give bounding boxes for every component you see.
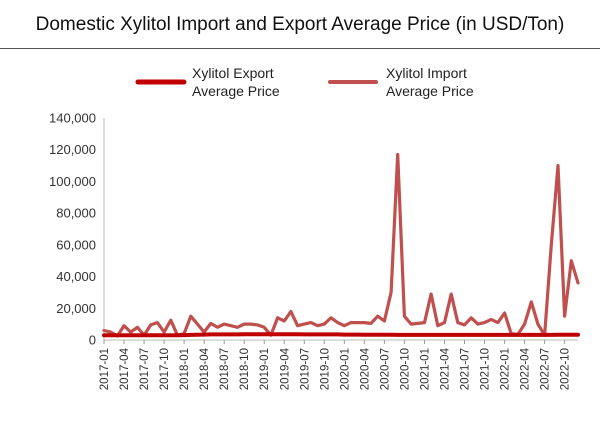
x-tick-label: 2019-10 xyxy=(319,348,331,390)
y-tick-label: 120,000 xyxy=(49,142,96,157)
x-tick-label: 2021-04 xyxy=(439,347,451,390)
series-line-export xyxy=(102,332,580,338)
title-divider xyxy=(0,48,600,49)
x-tick-label: 2022-07 xyxy=(540,348,552,390)
x-tick-label: 2018-07 xyxy=(219,348,231,390)
legend-label: Xylitol Export Average Price xyxy=(192,65,280,99)
x-tick-label: 2020-01 xyxy=(339,348,351,390)
y-tick-label: 140,000 xyxy=(49,111,96,126)
y-tick-label: 40,000 xyxy=(56,269,96,284)
series-line-import xyxy=(102,152,580,338)
x-tick-label: 2020-04 xyxy=(359,347,371,390)
y-tick-label: 100,000 xyxy=(49,174,96,189)
y-tick-label: 60,000 xyxy=(56,237,96,252)
x-tick-label: 2018-10 xyxy=(239,348,251,390)
chart-legend: Xylitol Export Average Price Xylitol Impor… xyxy=(135,65,474,99)
x-tick-label: 2019-04 xyxy=(279,347,291,390)
y-axis: 0 20,000 40,000 60,000 80,000 100,000 120,000 1… xyxy=(49,111,105,348)
x-tick-label: 2018-01 xyxy=(179,348,191,390)
legend-item-export: Xylitol Export Average Price xyxy=(135,65,280,99)
y-tick-label: 80,000 xyxy=(56,206,96,221)
x-tick-label: 2018-04 xyxy=(199,347,211,390)
page-title: Domestic Xylitol Import and Export Avera… xyxy=(35,14,565,35)
legend-label: Xylitol Import Average Price xyxy=(386,65,474,99)
x-tick-label: 2017-04 xyxy=(119,347,131,390)
y-tick-label: 20,000 xyxy=(56,301,96,316)
x-tick-label: 2019-07 xyxy=(299,348,311,390)
x-tick-label: 2022-01 xyxy=(500,348,512,390)
plot-area xyxy=(102,152,580,338)
x-tick-label: 2020-10 xyxy=(399,348,411,390)
x-tick-label: 2022-04 xyxy=(520,347,532,390)
x-tick-label: 2021-01 xyxy=(419,348,431,390)
x-tick-label: 2021-10 xyxy=(480,348,492,390)
x-tick-label: 2017-07 xyxy=(139,348,151,390)
x-axis: 2017-01 2017-04 2017-07 2017-10 2018-01 2018-… xyxy=(99,339,578,390)
legend-item-import: Xylitol Import Average Price xyxy=(328,65,474,99)
y-tick-label: 0 xyxy=(89,333,96,348)
x-tick-label: 2017-10 xyxy=(159,348,171,390)
x-tick-label: 2020-07 xyxy=(379,348,391,390)
x-tick-label: 2021-07 xyxy=(460,348,472,390)
x-tick-label: 2017-01 xyxy=(99,348,111,390)
x-tick-label: 2022-10 xyxy=(560,348,572,390)
x-tick-label: 2019-01 xyxy=(259,348,271,390)
